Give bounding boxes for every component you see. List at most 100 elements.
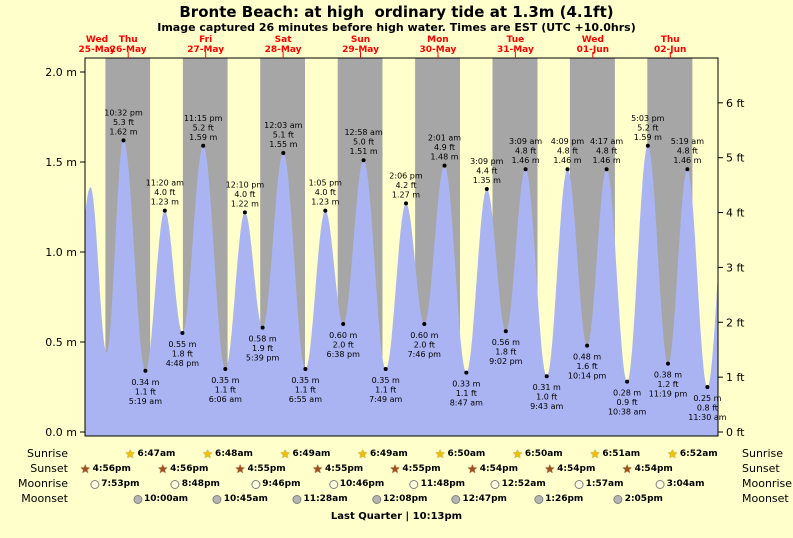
moonset-event: 12:08pm bbox=[371, 493, 427, 505]
tide-extreme-dot bbox=[544, 374, 549, 379]
day-label-date: 26-May bbox=[110, 45, 147, 55]
sunset-star-icon: ★ bbox=[157, 462, 169, 476]
tide-extreme-label: 1.22 m bbox=[231, 199, 259, 208]
tide-extreme-dot bbox=[201, 143, 206, 148]
sunset-event: ★ 4:55pm bbox=[390, 463, 441, 475]
sunrise-star-icon: ★ bbox=[512, 447, 523, 461]
tide-extreme-label: 1.6 ft bbox=[577, 362, 598, 371]
tide-extreme-label: 0.35 m bbox=[211, 376, 239, 385]
sunrise-star-icon: ★ bbox=[279, 447, 291, 461]
tide-extreme-label: 2:01 am bbox=[428, 134, 461, 143]
moonrise-moon-icon bbox=[574, 479, 584, 489]
tide-extreme-label: 1.1 ft bbox=[295, 386, 316, 395]
moonset-moon-icon bbox=[132, 494, 142, 504]
y-axis-left-label: 0.5 m bbox=[45, 336, 77, 349]
tide-extreme-label: 2.0 ft bbox=[414, 341, 435, 350]
tide-extreme-dot bbox=[422, 322, 427, 326]
tide-extreme-label: 12:10 pm bbox=[226, 180, 265, 189]
tide-extreme-dot bbox=[404, 201, 408, 206]
moonrise-event: 8:48pm bbox=[170, 478, 220, 490]
moonrise-event: 12:52am bbox=[490, 478, 546, 490]
tide-extreme-label: 10:32 pm bbox=[104, 108, 143, 117]
tide-extreme-label: 1.8 ft bbox=[172, 350, 193, 359]
sunrise-time: 6:49am bbox=[369, 449, 408, 459]
y-axis-right-label: 0 ft bbox=[726, 426, 745, 439]
tide-extreme-label: 10:38 am bbox=[608, 408, 647, 417]
tide-extreme-dot bbox=[323, 208, 328, 213]
sunrise-event: ★ 6:52am bbox=[667, 448, 718, 460]
tide-extreme-label: 9:43 am bbox=[530, 402, 563, 411]
day-label-name: Sat bbox=[275, 35, 293, 45]
sunset-time: 4:55pm bbox=[247, 464, 286, 474]
tide-extreme-dot bbox=[604, 167, 609, 172]
tide-extreme-label: 0.55 m bbox=[168, 340, 196, 349]
tide-extreme-label: 12:03 am bbox=[264, 121, 303, 130]
moonset-time: 10:00am bbox=[143, 494, 189, 504]
sunset-time: 4:55pm bbox=[402, 464, 441, 474]
sunset-time: 4:54pm bbox=[634, 464, 673, 474]
moonrise-time: 3:04am bbox=[666, 479, 705, 489]
astro-row-label-left-sunrise: Sunrise bbox=[26, 447, 68, 460]
tide-extreme-label: 4:17 am bbox=[590, 137, 623, 146]
sunrise-time: 6:51am bbox=[602, 449, 641, 459]
tide-extreme-dot bbox=[464, 370, 469, 375]
tide-extreme-label: 4.0 ft bbox=[315, 188, 336, 197]
sunset-event: ★ 4:54pm bbox=[622, 463, 673, 475]
tide-extreme-label: 3:09 am bbox=[509, 137, 542, 146]
moonset-time: 10:45am bbox=[223, 494, 268, 504]
sunrise-star-icon: ★ bbox=[589, 447, 601, 461]
sunrise-time: 6:50am bbox=[447, 449, 486, 459]
tide-extreme-label: 4:48 pm bbox=[166, 359, 200, 368]
sunrise-event: ★ 6:51am bbox=[590, 448, 641, 460]
moonrise-time: 12:52am bbox=[501, 479, 546, 489]
tide-extreme-dot bbox=[666, 361, 670, 366]
moonrise-event: 1:57am bbox=[574, 478, 624, 490]
tide-extreme-label: 12:58 am bbox=[344, 128, 383, 137]
tide-extreme-label: 4.8 ft bbox=[515, 147, 536, 156]
moonset-event: 10:00am bbox=[132, 493, 189, 505]
moonset-event: 11:28am bbox=[292, 493, 348, 505]
tide-extreme-label: 4.0 ft bbox=[154, 188, 175, 197]
astro-row-label-right-sunrise: Sunrise bbox=[742, 447, 784, 460]
tide-extreme-label: 1.27 m bbox=[392, 190, 420, 199]
sunset-star-icon: ★ bbox=[79, 462, 91, 476]
tide-extreme-dot bbox=[143, 368, 148, 373]
tide-extreme-label: 1.62 m bbox=[109, 127, 137, 136]
moonrise-time: 10:46pm bbox=[339, 479, 385, 489]
tide-extreme-label: 0.9 ft bbox=[617, 398, 638, 407]
day-label-name: Sun bbox=[351, 35, 370, 45]
tide-extreme-label: 4.9 ft bbox=[434, 143, 455, 152]
y-axis-left-label: 1.5 m bbox=[45, 156, 77, 169]
sunset-star-icon: ★ bbox=[544, 462, 556, 476]
tide-extreme-label: 0.25 m bbox=[693, 394, 721, 403]
tide-extreme-label: 0.28 m bbox=[613, 389, 641, 398]
moonrise-event: 10:46pm bbox=[328, 478, 385, 490]
tide-extreme-label: 4.8 ft bbox=[557, 147, 578, 156]
tide-extreme-label: 1.59 m bbox=[189, 133, 217, 142]
sunrise-event: ★ 6:50am bbox=[435, 448, 486, 460]
day-label-date: 02-Jun bbox=[654, 45, 686, 55]
tide-extreme-label: 0.35 m bbox=[291, 376, 319, 385]
tide-extreme-label: 3:09 pm bbox=[470, 157, 504, 166]
sunset-time: 4:54pm bbox=[479, 464, 518, 474]
moonset-time: 12:47pm bbox=[462, 494, 507, 504]
tide-extreme-label: 4:09 pm bbox=[551, 137, 585, 146]
sunrise-time: 6:50am bbox=[524, 449, 563, 459]
tide-extreme-dot bbox=[303, 367, 308, 371]
tide-extreme-label: 0.60 m bbox=[329, 331, 357, 340]
day-label-date: 27-May bbox=[187, 45, 224, 55]
tide-extreme-label: 0.58 m bbox=[249, 335, 277, 344]
tide-extreme-label: 8:47 am bbox=[450, 399, 483, 408]
tide-extreme-label: 1.46 m bbox=[553, 156, 581, 165]
tide-extreme-dot bbox=[341, 322, 346, 326]
day-label-name: Thu bbox=[661, 35, 680, 45]
moonset-moon-icon bbox=[613, 494, 623, 504]
moonrise-moon-icon bbox=[251, 479, 261, 489]
moonrise-moon-icon bbox=[328, 479, 338, 489]
moonrise-event: 9:46pm bbox=[251, 478, 301, 490]
moonset-moon-icon bbox=[534, 494, 544, 504]
tide-extreme-label: 1:05 pm bbox=[309, 179, 343, 188]
astro-row-label-right-moonrise: Moonrise bbox=[742, 477, 792, 490]
y-axis-right-label: 1 ft bbox=[726, 371, 745, 384]
